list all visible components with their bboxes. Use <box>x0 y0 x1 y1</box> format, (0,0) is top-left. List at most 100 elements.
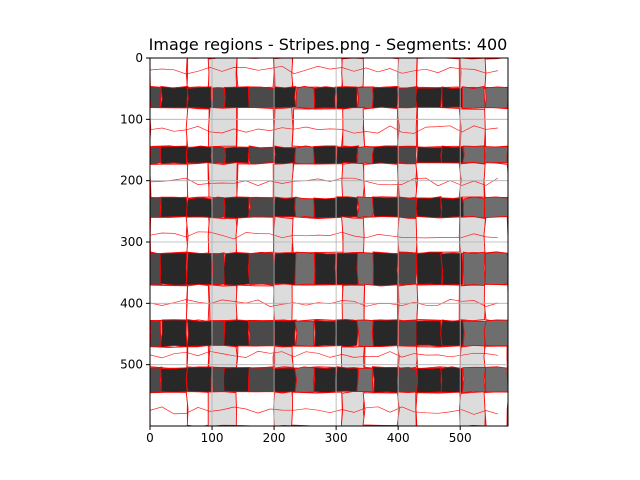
segment-region <box>371 196 400 220</box>
segment-region <box>397 366 419 394</box>
segment-region <box>362 58 400 88</box>
segment-region <box>236 161 276 199</box>
segment-region <box>150 391 189 426</box>
segment-region <box>272 85 297 109</box>
segment-boundary <box>150 350 499 359</box>
segment-region <box>272 145 298 165</box>
segment-region <box>364 345 399 370</box>
segment-region <box>440 145 465 165</box>
segment-region <box>186 86 213 110</box>
segment-region <box>294 145 316 165</box>
segment-region <box>484 107 508 148</box>
segment-region <box>248 86 276 109</box>
segment-region <box>335 196 360 218</box>
segment-region <box>396 345 418 370</box>
segment-region <box>440 252 464 287</box>
x-tick-label: 500 <box>449 431 472 445</box>
x-tick-label: 100 <box>201 431 224 445</box>
y-tick-label: 0 <box>135 51 143 65</box>
segment-region <box>313 366 338 394</box>
segment-boundary <box>150 177 499 187</box>
segment-region <box>397 216 419 254</box>
segment-region <box>415 320 443 348</box>
segment-region <box>372 145 400 165</box>
segment-region <box>372 251 400 287</box>
segment-region <box>273 58 294 89</box>
segment-region <box>462 251 486 287</box>
segment-region <box>363 283 399 323</box>
segment-region <box>291 345 343 370</box>
segment-region <box>186 58 211 89</box>
segment-region <box>272 196 298 218</box>
segment-region <box>461 85 486 109</box>
segment-region <box>334 145 360 165</box>
segment-region <box>334 366 360 393</box>
segment-region <box>207 106 238 148</box>
segment-region <box>150 107 189 149</box>
segment-region <box>459 391 487 426</box>
segment-region <box>415 196 443 219</box>
segment-region <box>371 86 400 109</box>
segment-region <box>396 106 418 149</box>
segment-region <box>211 320 226 348</box>
segment-region <box>295 85 316 110</box>
segment-region <box>458 284 487 322</box>
y-tick-label: 100 <box>120 112 143 126</box>
segment-region <box>273 283 295 322</box>
y-axis: 0 100 200 300 400 500 <box>120 51 150 372</box>
segment-region <box>207 58 238 89</box>
segment-boundary <box>150 406 499 415</box>
segment-region <box>398 319 419 348</box>
segment-region <box>397 145 417 165</box>
segment-region <box>314 251 338 286</box>
segment-region <box>340 345 365 370</box>
segment-region <box>150 366 163 394</box>
segment-region <box>160 145 189 166</box>
segment-region <box>272 367 298 394</box>
segment-region <box>483 345 508 369</box>
segment-region <box>294 366 316 393</box>
segment-region <box>356 252 375 286</box>
segment-region <box>248 145 276 165</box>
segment-region <box>185 391 211 426</box>
segment-region <box>415 391 462 426</box>
segment-region <box>483 216 508 254</box>
segment-region <box>273 215 294 255</box>
y-tick-label: 300 <box>120 235 143 249</box>
segment-region <box>313 86 338 109</box>
segment-region <box>185 366 214 394</box>
segment-region <box>441 86 465 110</box>
segment-region <box>223 86 251 110</box>
segment-region <box>484 86 508 110</box>
x-tick-label: 0 <box>146 431 154 445</box>
segment-region <box>356 196 375 219</box>
segment-region <box>335 252 360 286</box>
segment-region <box>356 367 374 394</box>
x-tick-label: 200 <box>263 431 286 445</box>
grid-lines <box>149 57 508 426</box>
segment-region <box>273 390 295 426</box>
segment-region <box>461 366 487 394</box>
x-tick-label: 400 <box>387 431 410 445</box>
segment-region <box>458 216 486 254</box>
segment-region <box>415 215 462 254</box>
segment-region <box>160 367 188 394</box>
segment-region <box>459 58 487 89</box>
segment-region <box>483 146 508 165</box>
segment-region <box>416 146 444 165</box>
segment-region <box>223 367 251 393</box>
segment-region <box>462 145 486 165</box>
segment-region <box>396 251 418 287</box>
segment-region <box>223 251 251 286</box>
segment-region <box>150 320 162 348</box>
segment-region <box>396 85 419 110</box>
segment-boundary <box>150 65 499 75</box>
segment-region <box>334 86 358 110</box>
segment-region <box>150 86 162 110</box>
segment-region <box>313 319 338 348</box>
segment-region <box>341 58 366 89</box>
segment-region <box>415 367 443 394</box>
x-tick-label: 300 <box>325 431 348 445</box>
segment-region <box>313 197 337 219</box>
segment-region <box>150 146 162 165</box>
